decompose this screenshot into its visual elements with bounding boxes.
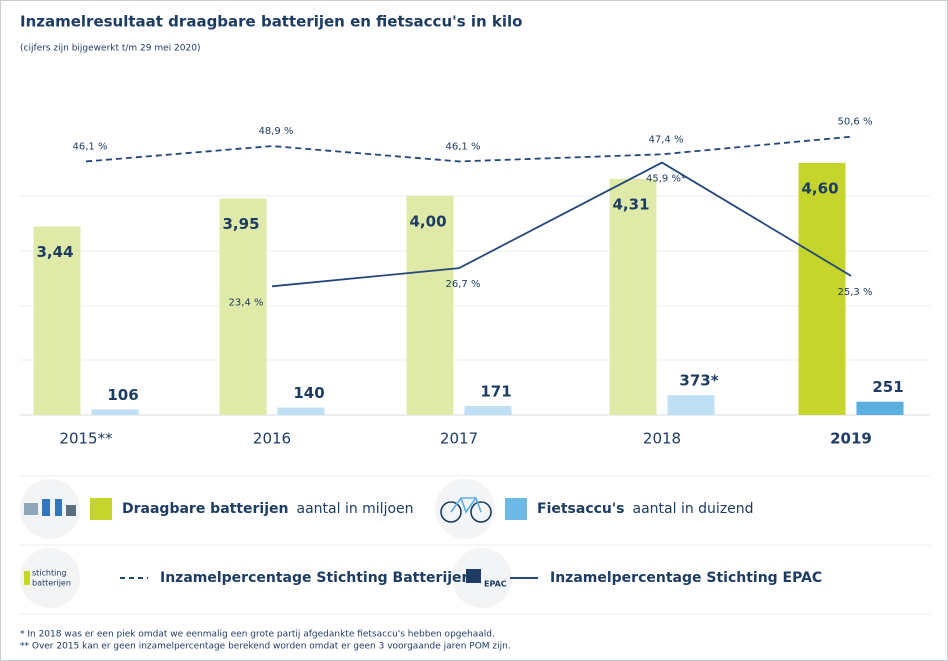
value-label: 3,95 [223,215,260,233]
legend-name: Inzamelpercentage Stichting EPAC [550,570,822,586]
bar [277,407,325,415]
bicycle-icon [435,479,495,539]
bar [33,226,81,415]
value-label: 4,00 [410,212,447,230]
legend-description: aantal in miljoen [297,501,414,517]
value-label: 251 [872,378,903,396]
footnote: ** Over 2015 kan er geen inzamelpercenta… [20,642,511,652]
bar [219,198,267,415]
chart-title: Inzamelresultaat draagbare batterijen en… [20,13,522,31]
bar [464,405,512,415]
legend-label: Fietsaccu's aantal in duizend [537,501,754,517]
value-label: 46,1 % [73,141,108,152]
value-label: 46,1 % [446,141,481,152]
legend-name: Draagbare batterijen [122,501,289,517]
value-label: 4,31 [613,195,650,213]
legend-swatch [90,498,112,520]
chart-subtitle: (cijfers zijn bijgewerkt t/m 29 mei 2020… [20,44,200,54]
value-label: 26,7 % [446,279,481,290]
value-label: 25,3 % [838,287,873,298]
value-label: 45,9 %* [646,174,686,185]
value-label: 3,44 [37,243,74,261]
legend-label: Inzamelpercentage Stichting EPAC [550,570,822,586]
value-label: 373* [679,372,718,390]
legend-description: aantal in duizend [633,501,754,517]
x-tick-label: 2017 [440,430,478,448]
x-tick-label: 2015** [59,430,113,448]
logo-epac [452,548,512,608]
logo-text: EPAC [484,580,507,589]
bar [406,195,454,415]
x-tick-label: 2019 [830,430,872,448]
legend-swatch [505,498,527,520]
line [271,161,852,288]
battery-icon [20,479,80,539]
line [85,135,852,163]
bar [609,178,657,415]
legend-name: Fietsaccu's [537,501,625,517]
legend-label: Draagbare batterijen aantal in miljoen [122,501,414,517]
value-label: 140 [293,384,324,402]
value-label: 106 [107,386,138,404]
bar [798,162,846,415]
value-label: 23,4 % [229,297,264,308]
logo-text: batterijen [32,579,71,588]
logo-batterijen [20,548,80,608]
logo-text: stichting [32,569,67,578]
footnote: * In 2018 was er een piek omdat we eenma… [20,630,495,640]
value-label: 47,4 % [649,134,684,145]
legend-name: Inzamelpercentage Stichting Batterijen [160,570,472,586]
value-label: 50,6 % [838,117,873,128]
bar [667,395,715,415]
value-label: 48,9 % [259,126,294,137]
x-tick-label: 2016 [253,430,291,448]
bar [856,401,904,415]
value-label: 4,60 [802,179,839,197]
bar [91,409,139,415]
value-label: 171 [480,382,511,400]
gridlines [20,195,930,361]
legend-label: Inzamelpercentage Stichting Batterijen [160,570,472,586]
x-tick-label: 2018 [643,430,681,448]
